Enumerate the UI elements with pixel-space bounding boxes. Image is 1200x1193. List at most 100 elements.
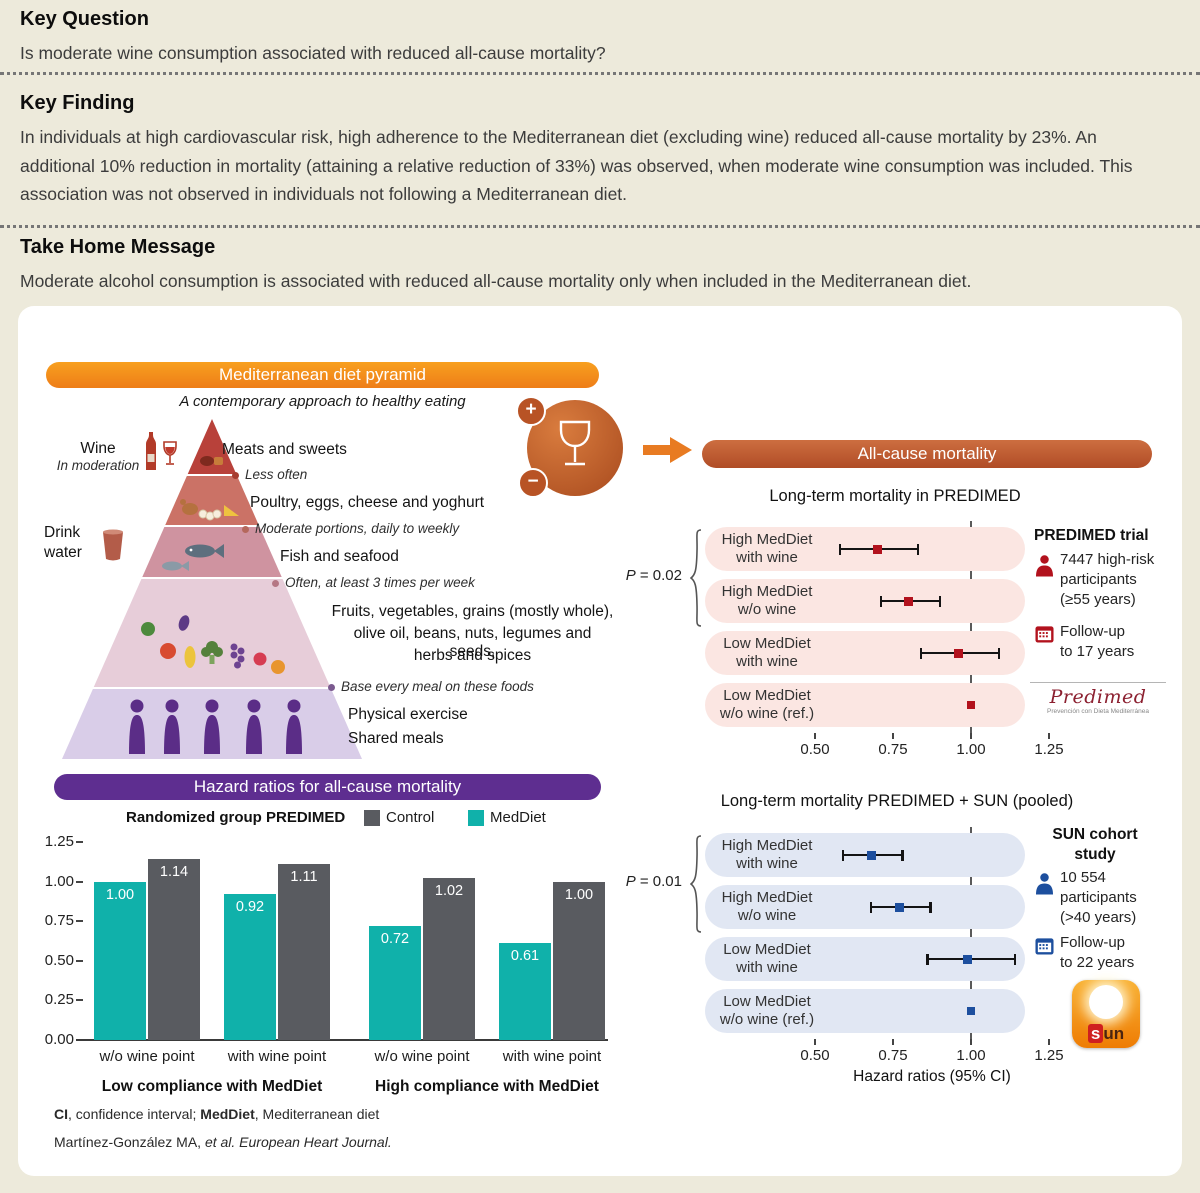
- pyramid-header-pill: Mediterranean diet pyramid: [46, 362, 599, 388]
- bar: 1.11: [278, 864, 330, 1040]
- y-axis-label: 0.50: [44, 951, 74, 969]
- p-value-2: P = 0.01: [625, 873, 682, 890]
- ci-cap: [920, 647, 923, 659]
- predimed-forest-plot: High MedDiet with wine High MedDiet w/o win…: [705, 521, 1065, 759]
- bar: 0.61: [499, 943, 551, 1040]
- x-axis-tick: [892, 1039, 894, 1045]
- x-axis-label: 0.50: [800, 741, 830, 758]
- x-axis-label: 0.50: [800, 1047, 830, 1064]
- y-axis-label: 0.25: [44, 991, 74, 1009]
- predimed-logo-text: Predimed: [1049, 686, 1147, 708]
- footnote-citation: Martínez-González MA, et al. European He…: [54, 1134, 392, 1150]
- forest-row-label: Low MedDiet w/o wine (ref.): [719, 687, 815, 722]
- pooled-forest-plot: High MedDiet with wine High MedDiet w/o win…: [705, 827, 1065, 1093]
- wine-label: Wine: [80, 440, 116, 457]
- ci-cap: [929, 901, 932, 913]
- sun-participants-line1: 10 554: [1060, 869, 1106, 886]
- bar-value-label: 1.14: [159, 864, 189, 881]
- all-cause-mortality-pill: All-cause mortality: [702, 440, 1152, 468]
- predimed-logo: Predimed Prevención con Dieta Mediterrán…: [1030, 682, 1166, 715]
- sun-followup-line1: Follow-up: [1060, 934, 1126, 951]
- participant-icon: [1036, 555, 1053, 577]
- sun-icon: [1089, 985, 1123, 1019]
- pyramid-level1-caption: Less often: [232, 467, 307, 482]
- predimed-trial-title: PREDIMED trial: [1034, 527, 1149, 544]
- sun-logo: s un: [1072, 980, 1140, 1048]
- x-axis-tick: [1048, 733, 1050, 739]
- predimed-participants-line1: 7447 high-risk: [1060, 551, 1155, 568]
- ci-cap: [870, 901, 873, 913]
- hazard-ratio-point: [904, 596, 914, 606]
- bar-value-label: 1.02: [434, 883, 464, 900]
- water-label-line1: Drink: [44, 524, 81, 541]
- pyramid-level4-caption: Base every meal on these foods: [328, 679, 534, 694]
- y-axis-tick: [76, 880, 83, 883]
- hazard-ratio-point: [963, 954, 973, 964]
- x-category-label: with wine point: [502, 1048, 602, 1065]
- legend-meddiet-label: MedDiet: [490, 809, 546, 826]
- x-axis-label: 1.00: [956, 741, 986, 758]
- x-axis-tick: [892, 733, 894, 739]
- x-axis-line: [76, 1039, 608, 1041]
- bar: 1.00: [94, 881, 146, 1040]
- bar-value-label: 1.00: [564, 886, 594, 903]
- ci-cap: [879, 595, 882, 607]
- hazard-ratio-bar-chart: 0.00 0.25 0.50 0.75 1.00 1.25 1.00 0.92 0.72 0.61…: [45, 833, 608, 1095]
- ci-cap: [926, 953, 929, 965]
- y-axis-label: 0.00: [44, 1031, 74, 1048]
- x-axis-label: 1.00: [956, 1047, 986, 1064]
- forest-row-label: High MedDiet w/o wine: [721, 889, 813, 924]
- ci-cap: [842, 849, 845, 861]
- sun-logo-text: s un: [1072, 1024, 1140, 1044]
- predimed-participants-line2: participants: [1060, 571, 1137, 588]
- bar: 1.14: [148, 859, 200, 1040]
- forest-row-pill: [705, 579, 1025, 623]
- meddiet-swatch-icon: [468, 810, 484, 826]
- x-group-label: Low compliance with MedDiet: [101, 1078, 323, 1095]
- p-value-1: P = 0.02: [625, 567, 682, 584]
- pyramid-level4-label-line2: olive oil, beans, nuts, legumes and seed…: [353, 625, 592, 660]
- pyramid-level4-label-line1: Fruits, vegetables, grains (mostly whole…: [331, 603, 614, 620]
- pyramid-level2-caption: Moderate portions, daily to weekly: [242, 521, 459, 536]
- key-finding-text: In individuals at high cardiovascular ri…: [20, 127, 1133, 204]
- bar-value-label: 0.61: [510, 948, 540, 965]
- bar: 1.00: [553, 881, 605, 1040]
- legend-control-label: Control: [386, 809, 435, 826]
- x-axis-tick: [970, 733, 972, 739]
- predimed-participants-line3: (≥55 years): [1060, 591, 1136, 608]
- ci-cap: [998, 647, 1001, 659]
- bar: 0.92: [224, 894, 276, 1040]
- x-axis-tick: [814, 1039, 816, 1045]
- hazard-ratio-point: [894, 902, 904, 912]
- wine-bottle-icon: [146, 432, 177, 470]
- bar: 0.72: [369, 925, 421, 1040]
- pyramid-level5-label-line2: Shared meals: [348, 730, 444, 747]
- take-home-title: Take Home Message: [20, 236, 216, 258]
- key-question-text: Is moderate wine consumption associated …: [20, 43, 606, 63]
- x-axis-label: 0.75: [878, 741, 908, 758]
- dotted-divider: [0, 72, 1200, 75]
- x-category-label: with wine point: [227, 1048, 327, 1065]
- forest2-title: Long-term mortality PREDIMED + SUN (pool…: [720, 792, 1074, 810]
- forest-row-label: Low MedDiet w/o wine (ref.): [719, 993, 815, 1028]
- calendar-icon: [1035, 626, 1054, 643]
- sun-participants-line2: participants: [1060, 889, 1137, 906]
- y-axis-tick: [76, 999, 83, 1002]
- hazard-ratio-point: [866, 850, 876, 860]
- predimed-followup-line1: Follow-up: [1060, 623, 1126, 640]
- y-axis-label: 1.00: [44, 872, 74, 890]
- plus-icon: +: [516, 396, 546, 426]
- x-axis-tick: [970, 1039, 972, 1045]
- ci-cap: [1013, 953, 1016, 965]
- bar-value-label: 0.92: [235, 899, 265, 916]
- bracket-icon: [690, 835, 702, 933]
- control-swatch-icon: [364, 810, 380, 826]
- forest2-xlabel: Hazard ratios (95% CI): [853, 1068, 1011, 1085]
- bar-value-label: 1.00: [105, 886, 135, 903]
- bar-legend-title: Randomized group PREDIMED: [126, 809, 346, 826]
- forest-row-label: High MedDiet with wine: [721, 531, 813, 566]
- y-axis-tick: [76, 841, 83, 843]
- hazard-ratio-point: [954, 648, 964, 658]
- take-home-text: Moderate alcohol consumption is associat…: [20, 271, 972, 291]
- ci-cap: [938, 595, 941, 607]
